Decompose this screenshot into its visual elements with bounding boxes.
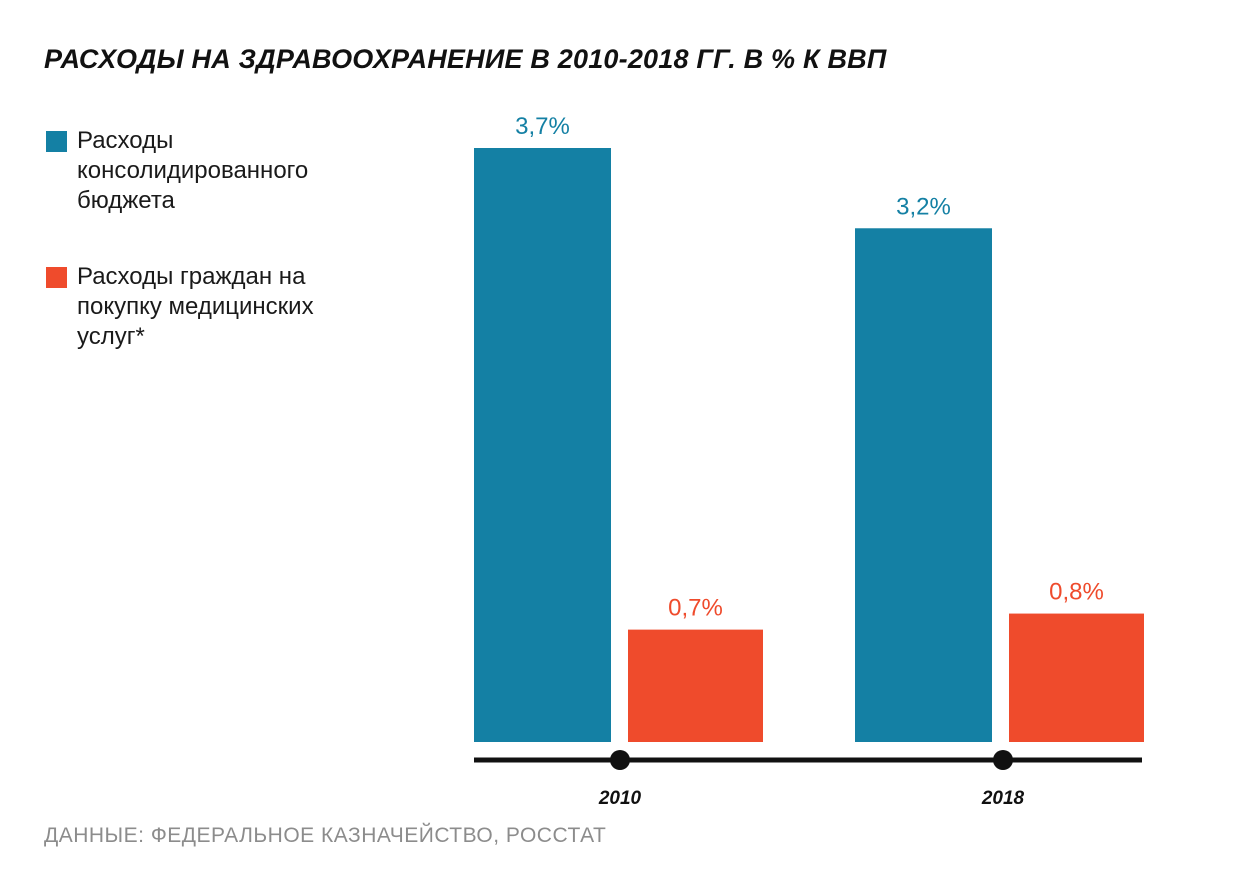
legend-label-budget: Расходы консолидированного бюджета [77, 127, 309, 214]
x-axis-marker-2010 [610, 750, 630, 770]
x-axis-marker-2018 [993, 750, 1013, 770]
legend-item-budget: Расходы консолидированного бюджета [46, 126, 376, 216]
value-label-budget-2010: 3,7% [515, 113, 570, 140]
legend-label-citizens: Расходы граждан на покупку медицинских у… [77, 263, 314, 350]
x-tick-label-2010: 2010 [598, 788, 642, 809]
legend-item-citizens: Расходы граждан на покупку медицинских у… [46, 262, 376, 352]
legend-swatch-budget [46, 131, 67, 152]
chart-title: РАСХОДЫ НА ЗДРАВООХРАНЕНИЕ В 2010-2018 Г… [44, 44, 887, 74]
bar-citizens-2010 [628, 629, 763, 742]
value-label-budget-2018: 3,2% [896, 193, 951, 220]
legend-swatch-citizens [46, 267, 67, 288]
legend: Расходы консолидированного бюджета Расхо… [46, 126, 376, 398]
bar-budget-2010 [474, 148, 611, 742]
source-note: ДАННЫЕ: ФЕДЕРАЛЬНОЕ КАЗНАЧЕЙСТВО, РОССТА… [44, 824, 607, 847]
bar-citizens-2018 [1009, 613, 1144, 742]
value-label-citizens-2010: 0,7% [668, 595, 723, 622]
value-label-citizens-2018: 0,8% [1049, 579, 1104, 606]
x-tick-label-2018: 2018 [981, 788, 1025, 809]
bar-budget-2018 [855, 228, 992, 742]
